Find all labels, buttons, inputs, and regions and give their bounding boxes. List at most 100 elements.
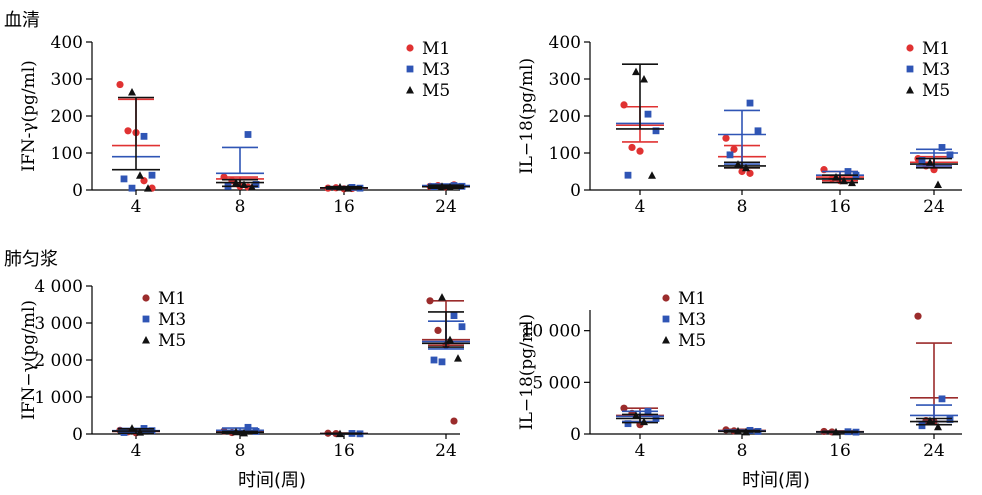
y-tick-label: 3 000: [34, 314, 83, 334]
data-point: [734, 426, 742, 435]
data-point: [946, 416, 954, 423]
y-axis-label: IFN−γ(pg/ml): [19, 300, 39, 420]
data-point: [938, 395, 946, 403]
x-tick-label: 8: [235, 197, 246, 217]
data-point: [624, 171, 632, 179]
legend-marker: [662, 336, 670, 344]
y-axis-label: IL−18(pg/ml): [517, 58, 537, 174]
data-point: [128, 424, 136, 432]
legend-marker: [406, 65, 414, 73]
legend-label: M1: [422, 39, 450, 59]
legend-label: M3: [922, 60, 950, 80]
legend-marker: [142, 336, 150, 344]
data-point: [840, 176, 848, 185]
data-point: [140, 177, 148, 185]
y-tick-label: 0: [72, 425, 83, 445]
data-point: [742, 427, 750, 436]
data-point: [438, 358, 446, 366]
data-point: [746, 169, 754, 177]
y-tick-label: 1 000: [34, 388, 83, 408]
legend-marker: [406, 86, 414, 94]
data-point: [746, 99, 754, 107]
data-point: [722, 134, 730, 142]
data-point: [632, 411, 640, 419]
x-tick-label: 16: [829, 441, 851, 461]
y-tick-label: 0: [570, 425, 581, 445]
chart-bottom-left: 0 1 000 2 000 3 000 4 000 4 8 16 24 IFN−γ(pg/ml) M…: [19, 277, 470, 461]
x-tick-label: 24: [435, 441, 457, 461]
legend-label: M3: [422, 60, 450, 80]
legend-label: M3: [678, 310, 706, 330]
series-M5: [616, 411, 958, 436]
series-M5: [112, 293, 470, 438]
data-point: [726, 151, 734, 159]
legend-label: M1: [922, 39, 950, 59]
data-point: [946, 151, 954, 159]
y-tick-label: 100: [549, 144, 581, 164]
data-point: [438, 182, 446, 190]
legend-marker: [906, 44, 914, 52]
data-point: [232, 427, 240, 436]
data-point: [620, 404, 628, 412]
data-point: [832, 427, 840, 436]
data-point: [636, 147, 644, 155]
x-tick-label: 4: [131, 197, 142, 217]
data-point: [128, 87, 136, 96]
legend-label: M1: [678, 289, 706, 309]
data-point: [438, 293, 446, 301]
y-tick-label: 100: [51, 144, 83, 164]
top-section-title: 血清: [4, 10, 40, 31]
x-tick-label: 24: [923, 197, 945, 217]
legend-marker: [662, 315, 670, 323]
legend-marker: [662, 294, 670, 302]
data-point: [430, 356, 438, 364]
x-tick-label: 8: [235, 441, 246, 461]
data-point: [434, 326, 442, 334]
series-M1: [616, 312, 958, 436]
data-point: [926, 416, 934, 425]
series-M3: [616, 99, 958, 180]
series-M3: [616, 395, 958, 436]
data-point: [832, 173, 840, 181]
legend-marker: [906, 86, 914, 94]
x-tick-label: 16: [333, 197, 355, 217]
series-M3: [112, 131, 470, 192]
y-axis-label: IFN-γ(pg/ml): [19, 60, 39, 172]
y-tick-label: 4 000: [34, 277, 83, 297]
data-point: [450, 312, 458, 319]
x-tick-label: 24: [923, 441, 945, 461]
legend-label: M5: [678, 331, 706, 351]
data-point: [244, 131, 252, 138]
x-tick-label: 8: [737, 197, 748, 217]
bottom-section-title: 肺匀浆: [4, 249, 58, 270]
data-point: [640, 417, 648, 426]
data-point: [458, 323, 466, 331]
data-point: [644, 407, 652, 415]
data-point: [446, 335, 454, 344]
data-point: [620, 101, 628, 109]
y-tick-label: 300: [51, 70, 83, 90]
x-tick-label: 16: [829, 197, 851, 217]
data-point: [248, 183, 256, 191]
y-axis-label: IL−18(pg/ml): [517, 314, 537, 430]
data-point: [252, 181, 260, 188]
data-point: [336, 183, 344, 191]
series-M5: [616, 63, 958, 188]
y-tick-label: 2 000: [34, 351, 83, 371]
y-tick-label: 0: [72, 181, 83, 201]
y-tick-label: 200: [51, 107, 83, 127]
data-point: [120, 175, 128, 183]
data-point: [124, 127, 132, 135]
data-point: [938, 144, 946, 151]
data-point: [926, 158, 934, 166]
data-point: [454, 354, 462, 362]
y-tick-label: 0: [570, 181, 581, 201]
data-point: [742, 163, 750, 172]
